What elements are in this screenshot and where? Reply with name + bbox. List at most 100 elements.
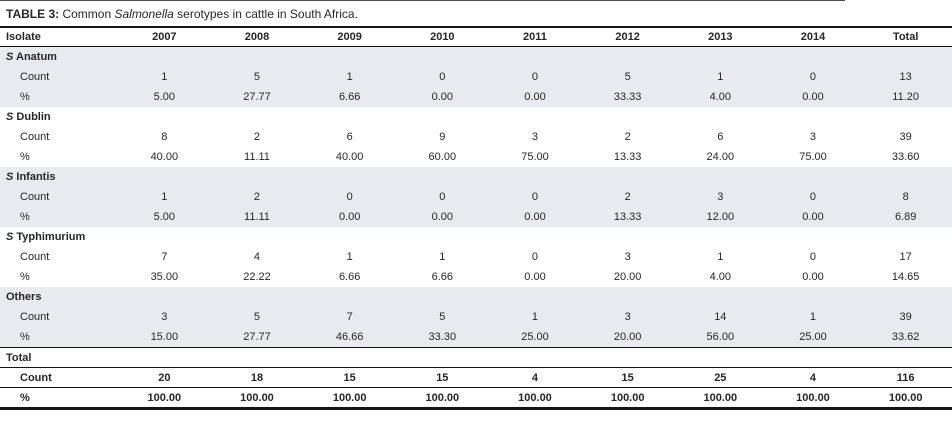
percent-row-label: %: [20, 91, 30, 103]
count-row: Count 7 4 1 1 0 3 1 0 17: [0, 247, 952, 267]
count-row: Count 20 18 15 15 4 15 25 4 116: [0, 367, 952, 387]
empty-cell: [767, 287, 860, 307]
percent-value-cell: 33.60: [891, 151, 920, 163]
percent-value-cell: 33.62: [891, 331, 920, 343]
percent-row: % 15.00 27.77 46.66 33.30 25.00 20.00 56.00 25.0…: [0, 327, 952, 347]
percent-row-label: %: [20, 211, 30, 223]
empty-cell: [674, 47, 767, 67]
percent-value-cell: 14.65: [891, 271, 920, 283]
percent-value-cell: 27.77: [243, 91, 271, 103]
empty-cell: [303, 167, 396, 187]
column-header-total: Total: [892, 31, 919, 43]
empty-cell: [303, 47, 396, 67]
empty-cell: [396, 167, 489, 187]
genus-prefix: S: [6, 231, 14, 243]
empty-cell: [118, 227, 211, 247]
percent-value-cell: 100.00: [703, 392, 738, 404]
table-body: S Anatum Count 1 5 1 0 0 5 1 0 13% 5.00 27.77 6.66 0.0…: [0, 47, 952, 407]
count-row: Count 8 2 6 9 3 2 6 3 39: [0, 127, 952, 147]
percent-value-cell: 0.00: [524, 211, 546, 223]
empty-cell: [211, 107, 304, 127]
count-value-cell: 3: [809, 131, 817, 143]
count-value-cell: 13: [899, 71, 912, 83]
percent-value-cell: 100.00: [888, 392, 923, 404]
empty-cell: [489, 47, 582, 67]
percent-value-cell: 22.22: [243, 271, 271, 283]
empty-cell: [767, 167, 860, 187]
percent-row: % 5.00 11.11 0.00 0.00 0.00 13.33 12.00 0.00 6.89: [0, 207, 952, 227]
percent-value-cell: 20.00: [613, 271, 642, 283]
count-row-label: Count: [20, 71, 50, 83]
column-header-2014: 2014: [800, 31, 826, 43]
table-caption-text-after: serotypes in cattle in South Africa.: [173, 7, 358, 21]
percent-value-cell: 6.66: [338, 91, 361, 103]
count-value-cell: 0: [346, 191, 353, 203]
percent-value-cell: 24.00: [706, 151, 735, 163]
genus-prefix: S: [6, 171, 14, 183]
table-caption-label: TABLE 3:: [6, 7, 60, 21]
empty-cell: [396, 287, 489, 307]
section-name-cell: S Anatum: [0, 47, 118, 67]
percent-value-cell: 0.00: [431, 211, 454, 223]
count-value-cell: 2: [624, 191, 631, 203]
empty-cell: [581, 348, 674, 367]
percent-value-cell: 40.00: [150, 151, 179, 163]
percent-value-cell: 0.00: [338, 211, 361, 223]
empty-cell: [118, 107, 211, 127]
empty-cell: [303, 227, 396, 247]
empty-cell: [489, 348, 582, 367]
percent-value-cell: 100.00: [332, 392, 367, 404]
empty-cell: [859, 227, 952, 247]
percent-row: % 5.00 27.77 6.66 0.00 0.00 33.33 4.00 0.00 11.20: [0, 87, 952, 107]
empty-cell: [581, 167, 674, 187]
section-header-row: S Anatum: [0, 47, 952, 67]
count-value-cell: 3: [624, 251, 631, 263]
count-value-cell: 0: [531, 191, 539, 203]
percent-value-cell: 100.00: [240, 392, 274, 404]
percent-value-cell: 0.00: [524, 91, 546, 103]
percent-row-label: %: [20, 271, 30, 283]
count-value-cell: 1: [717, 71, 724, 83]
percent-value-cell: 33.30: [428, 331, 457, 343]
table-caption-text: Common: [59, 7, 115, 21]
empty-cell: [396, 107, 489, 127]
count-value-cell: 1: [531, 311, 539, 323]
empty-cell: [211, 227, 304, 247]
count-value-cell: 5: [624, 71, 631, 83]
column-header-2010: 2010: [430, 31, 455, 43]
percent-value-cell: 0.00: [802, 91, 824, 103]
empty-cell: [211, 47, 304, 67]
empty-cell: [767, 227, 860, 247]
count-value-cell: 1: [717, 251, 724, 263]
empty-cell: [859, 287, 952, 307]
section-name: Anatum: [16, 51, 57, 63]
percent-value-cell: 35.00: [150, 271, 179, 283]
section-header-row: S Typhimurium: [0, 227, 952, 247]
percent-value-cell: 4.00: [709, 271, 732, 283]
count-value-cell: 7: [161, 251, 168, 263]
percent-value-cell: 4.00: [709, 91, 732, 103]
percent-value-cell: 6.89: [894, 211, 917, 223]
count-row-label: Count: [20, 191, 50, 203]
count-value-cell: 5: [439, 311, 446, 323]
percent-value-cell: 75.00: [799, 151, 827, 163]
count-row-label: Count: [20, 311, 50, 323]
percent-row: % 40.00 11.11 40.00 60.00 75.00 13.33 24.00 75.0…: [0, 147, 952, 167]
column-header-2011: 2011: [523, 31, 547, 43]
count-row: Count 3 5 7 5 1 3 14 1 39: [0, 307, 952, 327]
count-value-cell: 39: [899, 131, 912, 143]
serotype-table: Isolate 2007 2008 2009 2010 2011 2012 20…: [0, 26, 952, 410]
table-caption-genus: Salmonella: [114, 7, 174, 21]
count-value-cell: 116: [896, 372, 915, 384]
count-value-cell: 4: [809, 372, 817, 384]
count-value-cell: 6: [346, 131, 353, 143]
section-header-row: Total: [0, 347, 952, 367]
column-header-2007: 2007: [152, 31, 177, 43]
count-value-cell: 9: [439, 131, 446, 143]
empty-cell: [303, 287, 396, 307]
count-value-cell: 0: [439, 191, 446, 203]
percent-value-cell: 11.11: [244, 151, 270, 163]
section-header-row: S Infantis: [0, 167, 952, 187]
percent-row: % 35.00 22.22 6.66 6.66 0.00 20.00 4.00 0.00 14.6…: [0, 267, 952, 287]
section-name-cell: S Infantis: [0, 167, 118, 187]
